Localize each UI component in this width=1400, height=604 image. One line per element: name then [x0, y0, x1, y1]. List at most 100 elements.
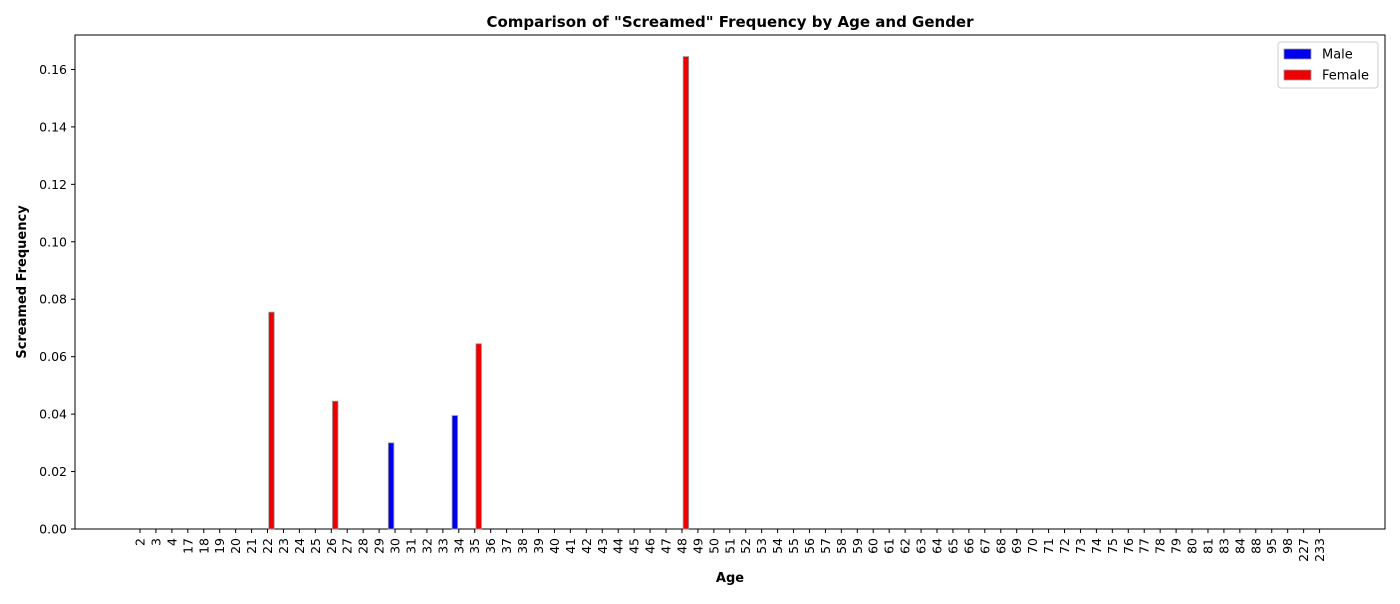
bar-female-26: [332, 400, 339, 530]
x-tick-label: 48: [674, 538, 689, 554]
x-tick-label: 21: [244, 538, 259, 554]
plot-area: 0.000.020.040.060.080.100.120.140.162 3 4 1…: [39, 34, 1386, 562]
y-tick-label: 0.00: [39, 522, 67, 537]
x-tick-label: 58: [834, 538, 849, 554]
x-tick-label: 74: [1089, 538, 1104, 554]
y-tick-label: 0.16: [39, 62, 67, 77]
x-tick-label: 31: [403, 538, 418, 554]
x-tick-label: 29: [372, 538, 387, 554]
x-tick-label: 233: [1312, 538, 1327, 562]
x-tick-label: 40: [547, 538, 562, 554]
legend-label-female: Female: [1322, 69, 1369, 84]
x-tick-label: 42: [579, 538, 594, 554]
x-tick-label: 24: [292, 538, 307, 554]
x-tick-label: 23: [276, 538, 291, 554]
chart-title: Comparison of "Screamed" Frequency by Ag…: [486, 13, 974, 31]
x-tick-label: 53: [754, 538, 769, 554]
x-tick-label: 60: [866, 538, 881, 554]
x-tick-label: 35: [467, 538, 482, 554]
x-tick-label: 64: [930, 538, 945, 554]
x-tick-label: 70: [1025, 538, 1040, 554]
x-tick-label: 4: [164, 538, 179, 546]
legend-swatch-male: [1283, 48, 1312, 60]
x-tick-label: 63: [914, 538, 929, 554]
x-tick-label: 54: [770, 538, 785, 554]
bar-male-30: [387, 442, 395, 530]
x-tick-label: 227: [1296, 538, 1311, 562]
x-tick-label: 30: [388, 538, 403, 554]
x-tick-label: 17: [180, 538, 195, 554]
x-tick-label: 34: [451, 538, 466, 554]
x-tick-label: 47: [659, 538, 674, 554]
x-tick-label: 51: [722, 538, 737, 554]
x-axis-label: Age: [716, 571, 744, 586]
legend: Male Female: [1277, 41, 1379, 89]
x-tick-label: 59: [850, 538, 865, 554]
bar-female-22: [268, 311, 275, 530]
y-tick-label: 0.14: [39, 119, 67, 134]
y-axis-label: Screamed Frequency: [15, 205, 30, 359]
x-tick-label: 78: [1153, 538, 1168, 554]
x-tick-label: 22: [260, 538, 275, 554]
x-tick-label: 72: [1057, 538, 1072, 554]
x-tick-label: 80: [1185, 538, 1200, 554]
x-tick-label: 77: [1137, 538, 1152, 554]
x-tick-label: 44: [611, 538, 626, 554]
x-tick-label: 52: [738, 538, 753, 554]
x-tick-label: 66: [961, 538, 976, 554]
legend-swatch-female: [1283, 69, 1312, 81]
x-tick-label: 84: [1232, 538, 1247, 554]
legend-label-male: Male: [1322, 48, 1353, 63]
x-tick-label: 49: [690, 538, 705, 554]
x-tick-label: 88: [1248, 538, 1263, 554]
x-tick-label: 19: [212, 538, 227, 554]
x-tick-label: 56: [802, 538, 817, 554]
x-tick-label: 79: [1169, 538, 1184, 554]
x-tick-label: 67: [977, 538, 992, 554]
y-tick-label: 0.10: [39, 234, 67, 249]
x-tick-label: 32: [419, 538, 434, 554]
y-tick-label: 0.12: [39, 177, 67, 192]
x-tick-label: 62: [898, 538, 913, 554]
y-tick-label: 0.08: [39, 292, 67, 307]
x-tick-label: 68: [993, 538, 1008, 554]
x-tick-label: 39: [531, 538, 546, 554]
x-tick-label: 73: [1073, 538, 1088, 554]
x-tick-label: 18: [196, 538, 211, 554]
y-tick-label: 0.06: [39, 349, 67, 364]
x-tick-label: 46: [643, 538, 658, 554]
x-tick-label: 83: [1216, 538, 1231, 554]
x-tick-label: 20: [228, 538, 243, 554]
x-tick-label: 45: [627, 538, 642, 554]
x-tick-label: 76: [1121, 538, 1136, 554]
x-tick-label: 27: [340, 538, 355, 554]
x-tick-label: 71: [1041, 538, 1056, 554]
bar-female-35: [475, 343, 482, 530]
x-tick-label: 50: [706, 538, 721, 554]
x-tick-label: 25: [308, 538, 323, 554]
x-tick-label: 75: [1105, 538, 1120, 554]
bar-male-34: [451, 415, 459, 530]
x-tick-label: 33: [435, 538, 450, 554]
x-tick-label: 57: [818, 538, 833, 554]
x-tick-label: 26: [324, 538, 339, 554]
x-tick-label: 65: [945, 538, 960, 554]
x-tick-label: 55: [786, 538, 801, 554]
x-tick-label: 38: [515, 538, 530, 554]
x-tick-label: 95: [1264, 538, 1279, 554]
x-tick-label: 43: [595, 538, 610, 554]
bar-female-48: [682, 56, 690, 530]
x-tick-label: 98: [1280, 538, 1295, 554]
x-tick-label: 28: [356, 538, 371, 554]
y-tick-label: 0.04: [39, 407, 67, 422]
y-tick-label: 0.02: [39, 464, 67, 479]
x-tick-label: 3: [148, 538, 163, 546]
x-tick-label: 61: [882, 538, 897, 554]
x-tick-label: 37: [499, 538, 514, 554]
x-tick-label: 36: [483, 538, 498, 554]
x-tick-label: 41: [563, 538, 578, 554]
x-tick-label: 69: [1009, 538, 1024, 554]
x-tick-label: 2: [133, 538, 148, 546]
